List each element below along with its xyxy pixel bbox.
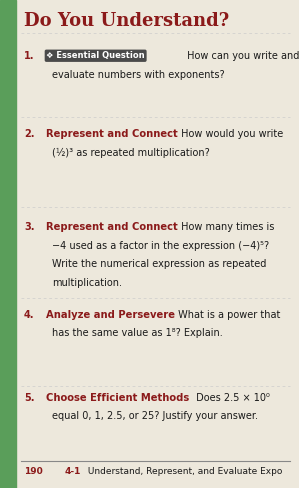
Text: How many times is: How many times is (178, 222, 274, 232)
Text: multiplication.: multiplication. (52, 278, 122, 287)
Text: 5.: 5. (24, 393, 34, 403)
Text: 3.: 3. (24, 222, 34, 232)
Text: 2.: 2. (24, 129, 34, 139)
Text: Analyze and Persevere: Analyze and Persevere (46, 310, 175, 320)
Text: Write the numerical expression as repeated: Write the numerical expression as repeat… (52, 259, 267, 269)
Text: equal 0, 1, 2.5, or 25? Justify your answer.: equal 0, 1, 2.5, or 25? Justify your ans… (52, 411, 258, 421)
Text: has the same value as 1⁸? Explain.: has the same value as 1⁸? Explain. (52, 328, 223, 338)
Text: Do You Understand?: Do You Understand? (24, 12, 229, 30)
Text: 1.: 1. (24, 51, 34, 61)
Text: (½)³ as repeated multiplication?: (½)³ as repeated multiplication? (52, 148, 210, 158)
Text: 190: 190 (24, 467, 43, 476)
Text: −4 used as a factor in the expression (−4)⁵?: −4 used as a factor in the expression (−… (52, 241, 269, 250)
Text: Represent and Connect: Represent and Connect (46, 222, 178, 232)
Text: Represent and Connect: Represent and Connect (46, 129, 178, 139)
Text: Does 2.5 × 10⁰: Does 2.5 × 10⁰ (193, 393, 270, 403)
Text: 4.: 4. (24, 310, 34, 320)
Bar (0, 0, 16, 488)
Text: How would you write: How would you write (178, 129, 283, 139)
Text: What is a power that: What is a power that (175, 310, 280, 320)
Text: evaluate numbers with exponents?: evaluate numbers with exponents? (52, 70, 225, 80)
Text: ❖ Essential Question: ❖ Essential Question (46, 51, 145, 60)
Text: Understand, Represent, and Evaluate Expo: Understand, Represent, and Evaluate Expo (85, 467, 283, 476)
Text: 4-1: 4-1 (64, 467, 81, 476)
Text: Choose Efficient Methods: Choose Efficient Methods (46, 393, 190, 403)
Text: How can you write and: How can you write and (184, 51, 299, 61)
